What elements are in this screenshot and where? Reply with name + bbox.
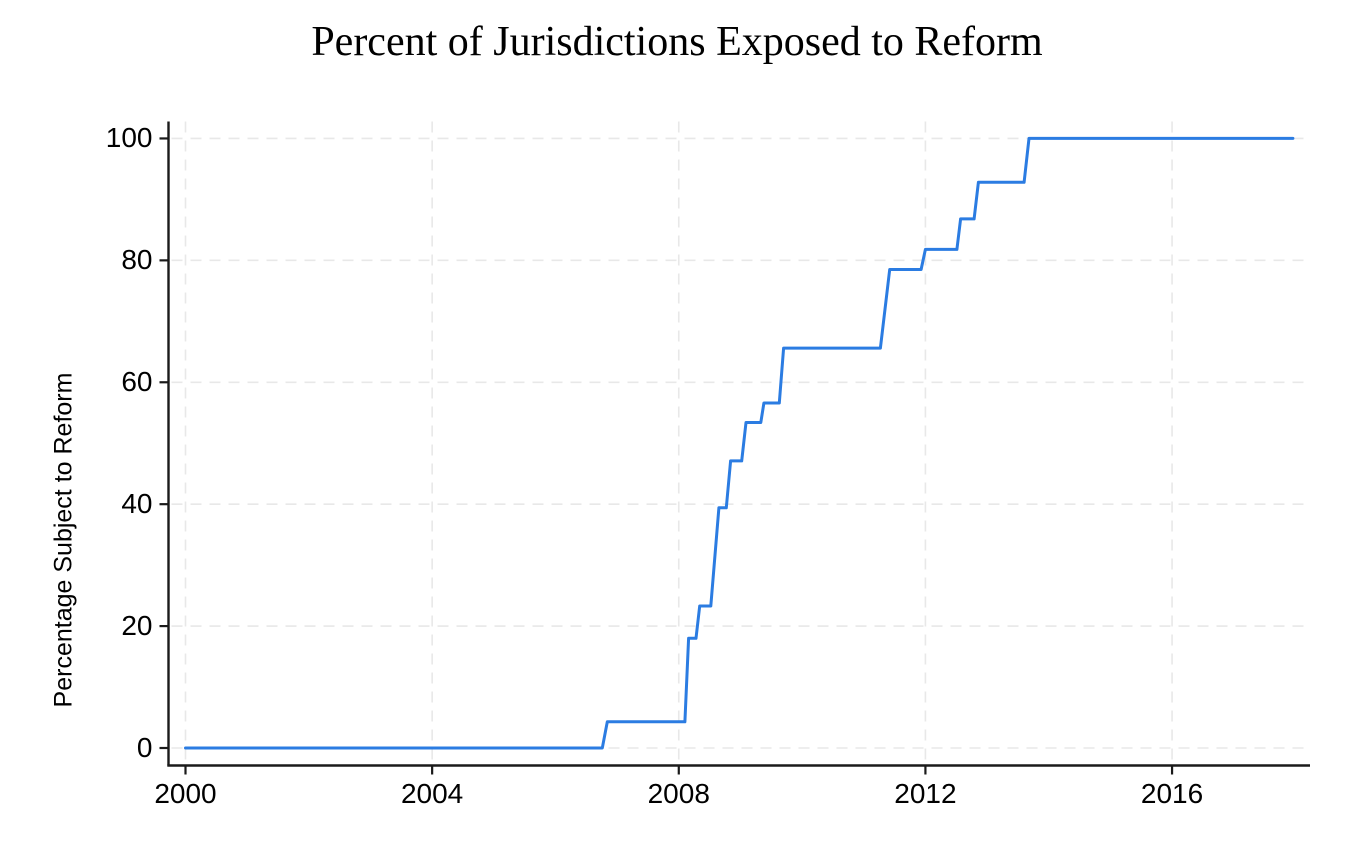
y-tick-label: 60: [121, 366, 153, 398]
y-tick-label: 40: [121, 488, 153, 520]
y-tick-label: 80: [121, 244, 153, 276]
y-tick-label: 100: [105, 122, 153, 154]
chart-title: Percent of Jurisdictions Exposed to Refo…: [311, 19, 1043, 65]
y-tick-label: 20: [121, 610, 153, 642]
y-tick-label: 0: [136, 732, 153, 763]
x-tick-label: 2016: [1140, 777, 1204, 809]
x-tick-label: 2004: [400, 777, 464, 809]
x-tick-label: 2012: [894, 777, 957, 809]
x-tick-label: 2000: [154, 777, 217, 809]
x-tick-label: 2008: [647, 777, 710, 809]
data-line-percent-exposed: [184, 136, 1295, 750]
